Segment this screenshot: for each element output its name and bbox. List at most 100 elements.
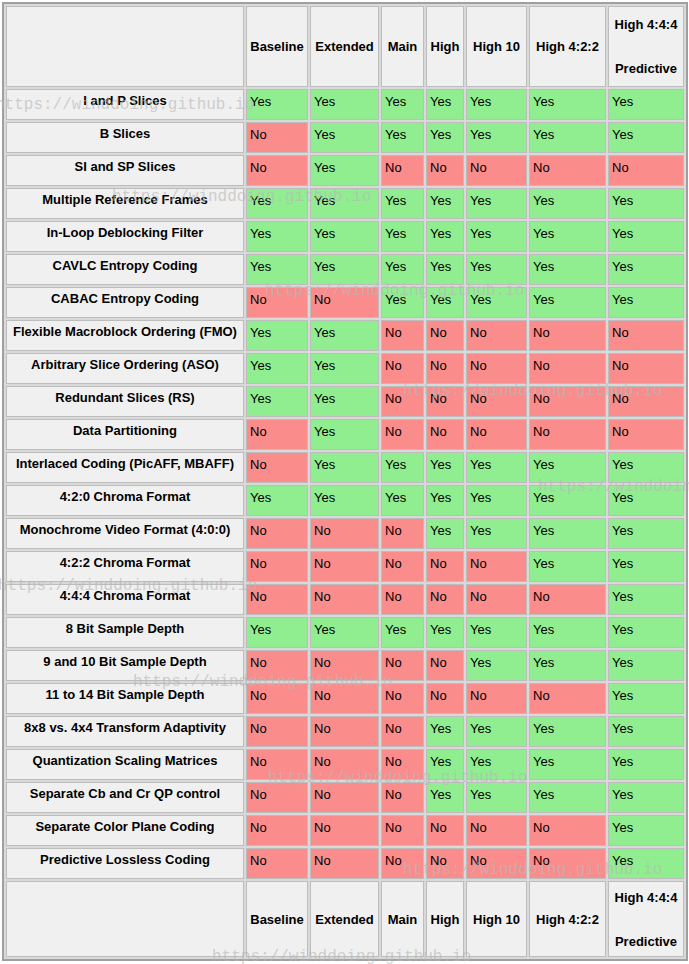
feature-label: SI and SP Slices [6, 155, 244, 186]
feature-label: Redundant Slices (RS) [6, 386, 244, 417]
foot-empty-cell [6, 881, 244, 957]
value-cell: Yes [529, 782, 606, 813]
table-row: In-Loop Deblocking FilterYesYesYesYesYes… [6, 221, 684, 252]
value-cell: Yes [529, 617, 606, 648]
value-cell: No [466, 848, 527, 879]
table-row: Multiple Reference FramesYesYesYesYesYes… [6, 188, 684, 219]
value-cell: Yes [246, 353, 308, 384]
value-cell: No [529, 683, 606, 714]
value-cell: Yes [381, 485, 424, 516]
value-cell: No [608, 155, 684, 186]
value-cell: No [381, 782, 424, 813]
value-cell: No [466, 419, 527, 450]
table-row: Data PartitioningNoYesNoNoNoNoNo [6, 419, 684, 450]
table-row: SI and SP SlicesNoYesNoNoNoNoNo [6, 155, 684, 186]
value-cell: No [246, 716, 308, 747]
value-cell: No [529, 386, 606, 417]
value-cell: Yes [310, 320, 379, 351]
value-cell: No [246, 452, 308, 483]
table-row: 11 to 14 Bit Sample DepthNoNoNoNoNoNoYes [6, 683, 684, 714]
feature-label: Separate Cb and Cr QP control [6, 782, 244, 813]
value-cell: Yes [426, 122, 464, 153]
value-cell: Yes [608, 584, 684, 615]
column-label: High 10 [468, 39, 525, 54]
value-cell: Yes [466, 89, 527, 120]
value-cell: No [529, 815, 606, 846]
value-cell: Yes [466, 485, 527, 516]
table-row: 8 Bit Sample DepthYesYesYesYesYesYesYes [6, 617, 684, 648]
value-cell: No [529, 848, 606, 879]
value-cell: No [381, 320, 424, 351]
value-cell: Yes [381, 221, 424, 252]
column-label: Main [383, 39, 422, 54]
value-cell: No [529, 419, 606, 450]
value-cell: No [529, 320, 606, 351]
value-cell: No [246, 155, 308, 186]
value-cell: Yes [426, 485, 464, 516]
value-cell: No [466, 815, 527, 846]
value-cell: Yes [426, 287, 464, 318]
value-cell: Yes [529, 452, 606, 483]
value-cell: No [466, 320, 527, 351]
feature-label: CABAC Entropy Coding [6, 287, 244, 318]
value-cell: Yes [426, 782, 464, 813]
table-row: Flexible Macroblock Ordering (FMO)YesYes… [6, 320, 684, 351]
value-cell: Yes [466, 716, 527, 747]
table-row: Interlaced Coding (PicAFF, MBAFF)NoYesYe… [6, 452, 684, 483]
value-cell: No [466, 683, 527, 714]
table-row: Redundant Slices (RS)YesYesNoNoNoNoNo [6, 386, 684, 417]
column-label: Extended [312, 39, 377, 54]
header-col-5: High 4:2:2 [529, 6, 606, 87]
feature-label: 11 to 14 Bit Sample Depth [6, 683, 244, 714]
value-cell: No [426, 584, 464, 615]
value-cell: Yes [466, 518, 527, 549]
value-cell: No [466, 353, 527, 384]
value-cell: No [529, 584, 606, 615]
value-cell: Yes [529, 485, 606, 516]
value-cell: No [426, 155, 464, 186]
value-cell: Yes [310, 419, 379, 450]
value-cell: No [381, 650, 424, 681]
value-cell: No [426, 320, 464, 351]
value-cell: No [246, 683, 308, 714]
value-cell: No [246, 419, 308, 450]
value-cell: No [608, 386, 684, 417]
value-cell: No [381, 353, 424, 384]
column-label: High 4:2:2 [531, 912, 604, 927]
value-cell: No [246, 287, 308, 318]
value-cell: No [310, 749, 379, 780]
value-cell: Yes [608, 89, 684, 120]
value-cell: No [246, 122, 308, 153]
table-row: CAVLC Entropy CodingYesYesYesYesYesYesYe… [6, 254, 684, 285]
value-cell: No [381, 551, 424, 582]
table-row: 4:2:0 Chroma FormatYesYesYesYesYesYesYes [6, 485, 684, 516]
profiles-table: BaselineExtendedMainHighHigh 10High 4:2:… [2, 2, 688, 961]
profiles-table-body: BaselineExtendedMainHighHigh 10High 4:2:… [6, 6, 684, 957]
value-cell: No [529, 155, 606, 186]
value-cell: Yes [381, 254, 424, 285]
table-row: Separate Color Plane CodingNoNoNoNoNoNoY… [6, 815, 684, 846]
value-cell: Yes [466, 650, 527, 681]
value-cell: Yes [246, 485, 308, 516]
feature-label: I and P Slices [6, 89, 244, 120]
value-cell: No [426, 815, 464, 846]
value-cell: Yes [529, 188, 606, 219]
value-cell: Yes [608, 221, 684, 252]
value-cell: Yes [246, 188, 308, 219]
value-cell: No [310, 683, 379, 714]
value-cell: Yes [608, 254, 684, 285]
value-cell: Yes [608, 287, 684, 318]
footer-col-4: High 10 [466, 881, 527, 957]
value-cell: Yes [381, 122, 424, 153]
feature-label: Separate Color Plane Coding [6, 815, 244, 846]
value-cell: No [381, 683, 424, 714]
value-cell: No [246, 848, 308, 879]
value-cell: Yes [608, 122, 684, 153]
value-cell: Yes [529, 749, 606, 780]
value-cell: Yes [381, 89, 424, 120]
feature-label: Quantization Scaling Matrices [6, 749, 244, 780]
value-cell: Yes [608, 551, 684, 582]
value-cell: Yes [466, 254, 527, 285]
footer-col-1: Extended [310, 881, 379, 957]
value-cell: Yes [426, 188, 464, 219]
